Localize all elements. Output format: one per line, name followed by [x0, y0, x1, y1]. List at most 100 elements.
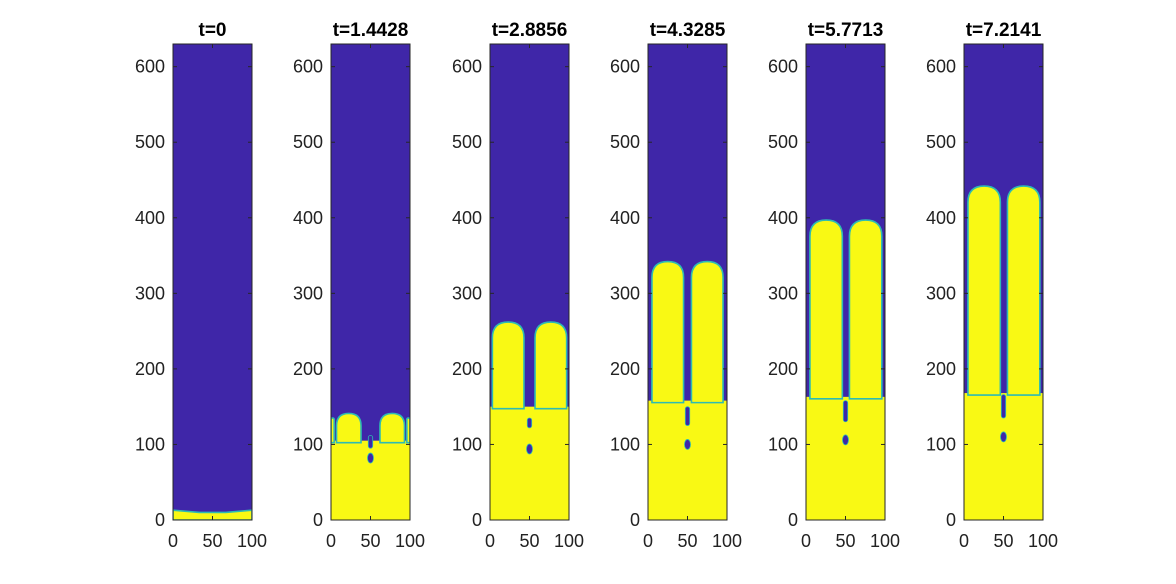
y-tick-label: 200 — [768, 359, 798, 379]
y-tick-label: 600 — [135, 57, 165, 77]
x-tick-label: 0 — [168, 531, 178, 551]
field-2 — [331, 44, 410, 520]
y-tick-label: 500 — [926, 132, 956, 152]
y-tick-label: 0 — [155, 510, 165, 530]
x-tick-label: 0 — [643, 531, 653, 551]
y-tick-label: 300 — [452, 283, 482, 303]
x-tick-label: 0 — [959, 531, 969, 551]
detached-drop-1 — [842, 434, 849, 446]
y-tick-label: 500 — [452, 132, 482, 152]
finger-2 — [1006, 185, 1041, 396]
y-tick-label: 500 — [293, 132, 323, 152]
finger-1 — [809, 219, 844, 400]
finger-2 — [335, 412, 362, 444]
light-fluid-region — [173, 44, 252, 520]
subplot-title: t=1.4428 — [333, 20, 409, 41]
y-tick-label: 500 — [610, 132, 640, 152]
central-stem — [526, 417, 533, 429]
subplot-2: t=1.4428 0 100 200 300 400 500 600 0 50 100 — [293, 20, 425, 551]
x-tick-label: 50 — [360, 531, 380, 551]
finger-2 — [848, 219, 883, 400]
y-tick-label: 300 — [293, 283, 323, 303]
y-tick-label: 600 — [926, 57, 956, 77]
y-tick-label: 600 — [610, 57, 640, 77]
y-tick-label: 200 — [926, 359, 956, 379]
subplot-title: t=4.3285 — [650, 20, 726, 41]
x-tick-label: 100 — [870, 531, 900, 551]
subplot-6: t=7.2141 0 100 200 300 400 500 600 0 50 100 — [926, 20, 1058, 551]
finger-3 — [379, 412, 406, 444]
y-tick-label: 400 — [135, 208, 165, 228]
x-tick-label: 0 — [326, 531, 336, 551]
y-tick-label: 100 — [293, 434, 323, 454]
y-tick-label: 100 — [135, 434, 165, 454]
y-tick-label: 600 — [293, 57, 323, 77]
y-tick-label: 100 — [452, 434, 482, 454]
y-tick-label: 0 — [630, 510, 640, 530]
y-tick-label: 400 — [926, 208, 956, 228]
finger-1 — [491, 321, 525, 410]
x-tick-label: 100 — [712, 531, 742, 551]
central-stem — [367, 434, 374, 449]
y-tick-label: 200 — [135, 359, 165, 379]
y-tick-label: 100 — [610, 434, 640, 454]
field-3 — [490, 44, 569, 520]
field-6 — [964, 44, 1043, 520]
y-tick-label: 400 — [293, 208, 323, 228]
y-tick-label: 300 — [926, 283, 956, 303]
x-tick-label: 0 — [801, 531, 811, 551]
y-tick-label: 100 — [768, 434, 798, 454]
field-4 — [648, 44, 727, 520]
field-1 — [173, 44, 252, 520]
y-tick-label: 100 — [926, 434, 956, 454]
subplot-1: t=0 0 100 200 300 400 500 600 0 50 100 — [135, 20, 267, 551]
x-tick-label: 50 — [677, 531, 697, 551]
y-tick-label: 200 — [610, 359, 640, 379]
y-tick-label: 300 — [135, 283, 165, 303]
finger-2 — [534, 321, 568, 410]
field-5 — [806, 44, 885, 520]
subplot-5: t=5.7713 0 100 200 300 400 500 600 0 50 100 — [768, 20, 900, 551]
detached-drop-1 — [1000, 431, 1007, 443]
detached-drop-1 — [367, 452, 374, 464]
subplot-4: t=4.3285 0 100 200 300 400 500 600 0 50 100 — [610, 20, 742, 551]
y-tick-label: 200 — [293, 359, 323, 379]
y-tick-label: 0 — [313, 510, 323, 530]
finger-1 — [651, 260, 685, 404]
detached-drop-1 — [526, 443, 533, 455]
y-tick-label: 0 — [946, 510, 956, 530]
y-tick-label: 0 — [788, 510, 798, 530]
x-tick-label: 50 — [993, 531, 1013, 551]
x-tick-label: 50 — [202, 531, 222, 551]
subplot-3: t=2.8856 0 100 200 300 400 500 600 0 50 100 — [452, 20, 584, 551]
y-tick-label: 600 — [768, 57, 798, 77]
y-tick-label: 200 — [452, 359, 482, 379]
y-tick-label: 0 — [472, 510, 482, 530]
central-stem — [684, 406, 691, 426]
y-tick-label: 400 — [768, 208, 798, 228]
finger-2 — [690, 260, 724, 404]
subplot-title: t=7.2141 — [966, 20, 1042, 41]
x-tick-label: 100 — [1028, 531, 1058, 551]
y-tick-label: 400 — [452, 208, 482, 228]
y-tick-label: 600 — [452, 57, 482, 77]
central-stem — [1000, 394, 1007, 419]
subplot-title: t=2.8856 — [492, 20, 568, 41]
central-stem — [842, 400, 849, 423]
x-tick-label: 0 — [485, 531, 495, 551]
x-tick-label: 100 — [554, 531, 584, 551]
y-tick-label: 300 — [768, 283, 798, 303]
x-tick-label: 100 — [237, 531, 267, 551]
finger-1 — [967, 185, 1002, 396]
y-tick-label: 400 — [610, 208, 640, 228]
detached-drop-1 — [684, 439, 691, 450]
heavy-fluid-region — [173, 509, 252, 520]
y-tick-label: 500 — [135, 132, 165, 152]
y-tick-label: 500 — [768, 132, 798, 152]
x-tick-label: 50 — [835, 531, 855, 551]
x-tick-label: 50 — [519, 531, 539, 551]
x-tick-label: 100 — [395, 531, 425, 551]
subplot-title: t=5.7713 — [808, 20, 884, 41]
y-tick-label: 300 — [610, 283, 640, 303]
